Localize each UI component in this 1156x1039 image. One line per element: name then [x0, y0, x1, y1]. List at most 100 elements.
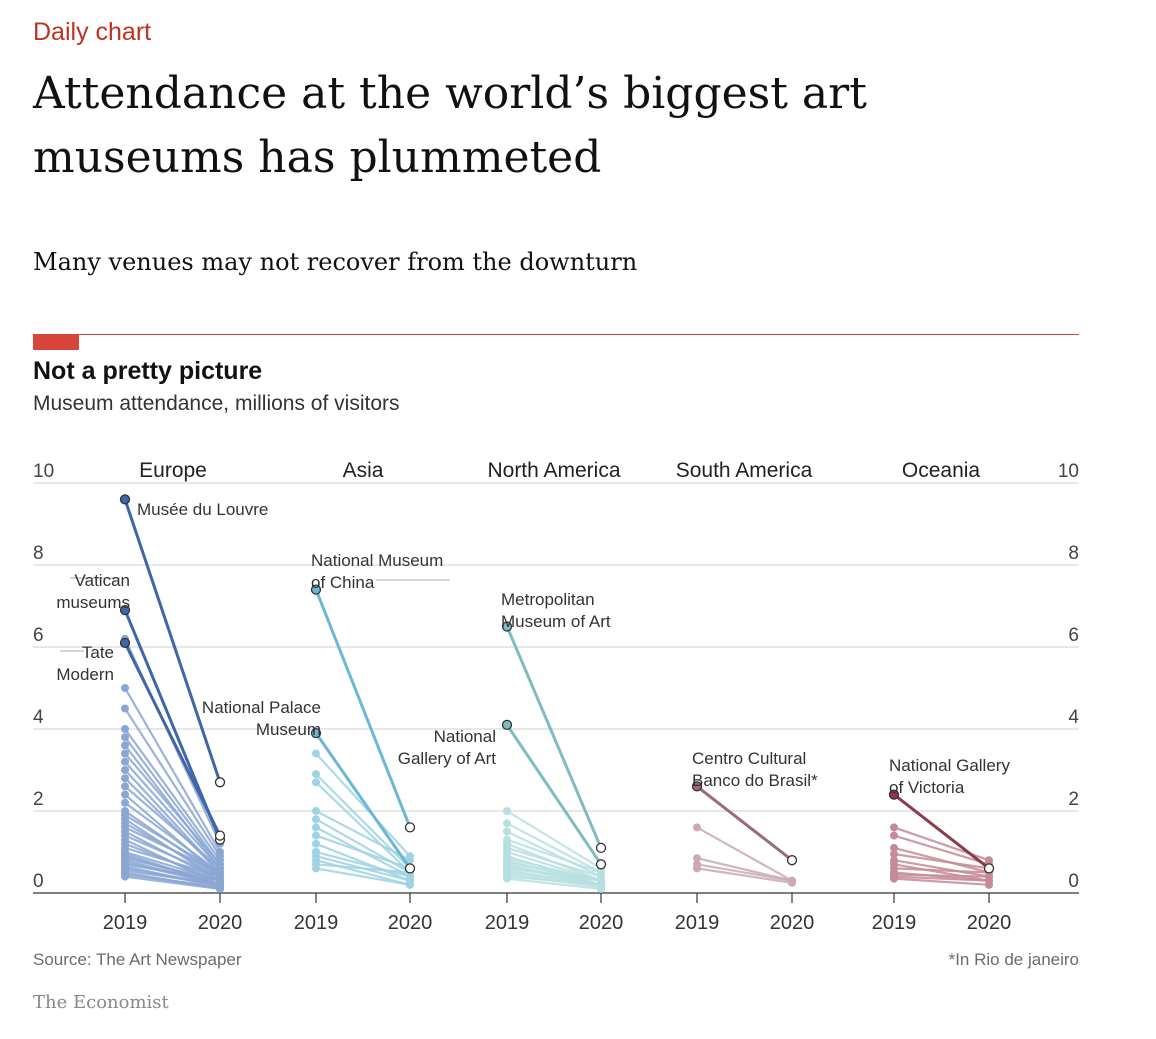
highlight-point-2020 [404, 863, 416, 874]
museum-line [124, 869, 221, 886]
museum-label-line: Museum [256, 720, 321, 739]
y-tick-label-left: 0 [33, 871, 44, 892]
museum-line [124, 846, 221, 878]
museum-point-2019 [503, 819, 511, 828]
museum-line [124, 687, 221, 853]
red-tag [33, 334, 79, 350]
museum-point-2020 [985, 880, 993, 889]
museum-label-line: National Museum [311, 551, 443, 570]
museum-label-line: Museum of Art [501, 612, 611, 631]
museum-point-2019 [890, 874, 898, 883]
museum-line [315, 867, 411, 886]
museum-label-line: National Palace [202, 698, 321, 717]
highlight-point-2019 [501, 719, 513, 731]
museum-point-2019 [121, 798, 129, 807]
museum-point-2019 [693, 854, 701, 863]
museum-point-2019 [121, 733, 129, 742]
museum-label-line: National [434, 727, 496, 746]
x-tick-label: 2020 [198, 912, 243, 934]
museum-line [124, 761, 221, 870]
x-tick-label: 2020 [388, 912, 433, 934]
y-tick-label-left: 2 [33, 789, 44, 810]
museum-line [124, 736, 221, 865]
highlight-point-2019 [119, 637, 131, 649]
highlight-point-2019 [119, 494, 131, 505]
museum-label-line: Tate [82, 643, 114, 662]
top-rule [33, 334, 1079, 335]
museum-line [506, 875, 602, 886]
panel-title: Asia [343, 459, 384, 482]
museum-line [506, 846, 602, 878]
slope-chart: 0 0 2 2 4 4 6 6 8 8 10 10 Europe 2019 2020 Musée du Lou… [33, 459, 1079, 934]
museum-point-2019 [503, 874, 511, 883]
highlight-line [696, 785, 793, 862]
museum-line [893, 877, 990, 886]
museum-label-line: Metropolitan [501, 590, 595, 609]
museum-line [124, 834, 221, 878]
museum-line [315, 859, 411, 886]
museum-point-2019 [121, 741, 129, 750]
museum-point-2019 [312, 778, 320, 787]
museum-label-line: Vatican [75, 571, 130, 590]
highlight-line [893, 793, 990, 870]
museum-point-2020 [406, 856, 414, 865]
museum-line [696, 867, 793, 884]
x-tick-label: 2020 [770, 912, 815, 934]
brand-logo: The Economist [33, 992, 169, 1013]
museum-line [506, 830, 602, 878]
museum-line [315, 810, 411, 862]
highlight-point-2019 [310, 584, 322, 595]
museum-point-2020 [788, 878, 796, 887]
headline: Attendance at the world’s biggest art mu… [33, 68, 867, 183]
museum-line [124, 814, 221, 874]
museum-line [315, 863, 411, 874]
museum-point-2019 [312, 749, 320, 758]
museum-label-line: Modern [56, 665, 114, 684]
museum-label-line: of China [311, 573, 375, 592]
museum-point-2019 [890, 843, 898, 852]
museum-point-2020 [597, 884, 605, 893]
x-tick-label: 2020 [967, 912, 1012, 934]
museum-line [506, 838, 602, 874]
museum-line [506, 877, 602, 890]
museum-point-2019 [312, 831, 320, 840]
y-tick-label-left: 6 [33, 625, 44, 646]
museum-line [506, 867, 602, 882]
panel-title: North America [487, 459, 620, 482]
museum-line [893, 859, 990, 878]
x-tick-label: 2019 [872, 912, 917, 934]
museum-point-2019 [312, 770, 320, 779]
museum-line [124, 752, 221, 866]
museum-line [696, 826, 793, 882]
y-tick-label-right: 10 [1058, 461, 1079, 482]
museum-line [893, 852, 990, 870]
footnote: *In Rio de janeiro [948, 950, 1079, 969]
y-tick-label-right: 6 [1068, 625, 1079, 646]
museum-line [124, 801, 221, 874]
museum-line [124, 707, 221, 857]
highlight-line [505, 724, 603, 866]
standfirst: Many venues may not recover from the dow… [33, 248, 638, 276]
museum-point-2019 [121, 749, 129, 758]
museum-point-2019 [121, 684, 129, 692]
highlight-line [314, 589, 412, 828]
museum-label-line: Gallery of Art [398, 749, 497, 768]
museum-line [506, 810, 602, 870]
highlight-line [314, 732, 412, 870]
y-tick-label-left: 8 [33, 543, 44, 564]
museum-label-line: National Gallery [889, 756, 1010, 775]
highlight-point-2019 [310, 727, 322, 739]
chart-subtitle: Museum attendance, millions of visitors [33, 392, 400, 415]
museum-point-2020 [406, 880, 414, 889]
museum-line [124, 744, 221, 870]
highlight-point-2020 [214, 830, 226, 841]
museum-line [893, 873, 990, 878]
museum-point-2019 [503, 807, 511, 815]
museum-point-2019 [890, 831, 898, 840]
y-tick-label-right: 2 [1068, 789, 1079, 810]
museum-line [315, 752, 411, 857]
museum-point-2020 [216, 884, 224, 893]
kicker: Daily chart [33, 18, 152, 46]
museum-line [124, 863, 221, 882]
highlight-point-2019 [888, 789, 900, 800]
